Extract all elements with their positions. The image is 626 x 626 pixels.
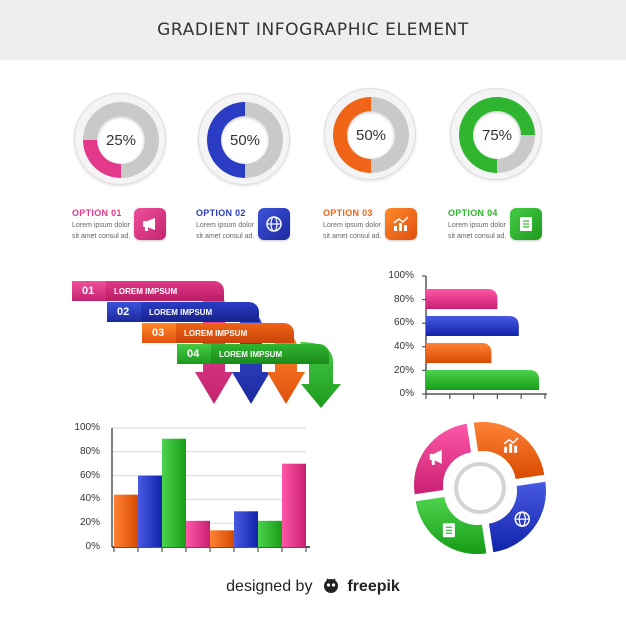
ring-center bbox=[454, 462, 506, 514]
progress-donut-4: 75% bbox=[450, 88, 542, 180]
step-2: 02 LOREM IMPSUM bbox=[107, 302, 259, 322]
donut-percent-label: 75% bbox=[481, 126, 513, 144]
credit-line: designed by freepik bbox=[0, 576, 626, 596]
step-1: 01 LOREM IMPSUM bbox=[72, 281, 224, 301]
vbar-bar bbox=[210, 530, 234, 547]
vbar-bar bbox=[186, 520, 210, 547]
y-tick-label: 100% bbox=[388, 270, 414, 281]
donut-hole bbox=[97, 116, 145, 164]
header-banner: GRADIENT INFOGRAPHIC ELEMENT bbox=[0, 0, 626, 60]
step-label: LOREM IMPSUM bbox=[106, 281, 224, 301]
hbar-bar bbox=[426, 289, 498, 309]
option-description: Lorem ipsum dolor sit amet consul ad. bbox=[72, 222, 131, 240]
document-icon bbox=[510, 208, 542, 240]
option-description: Lorem ipsum dolor sit amet consul ad. bbox=[196, 222, 255, 240]
growth-chart-icon bbox=[385, 208, 417, 240]
hbar-bar bbox=[426, 370, 540, 390]
y-tick-label: 60% bbox=[79, 470, 100, 481]
option-title: OPTION 03 bbox=[323, 208, 373, 218]
y-tick-label: 20% bbox=[79, 517, 100, 528]
globe-icon bbox=[258, 208, 290, 240]
step-3: 03 LOREM IMPSUM bbox=[142, 323, 294, 343]
freepik-logo-icon bbox=[323, 578, 338, 593]
step-label: LOREM IMPSUM bbox=[141, 302, 259, 322]
y-tick-label: 0% bbox=[399, 388, 414, 399]
option-2: OPTION 02 Lorem ipsum dolor sit amet con… bbox=[196, 208, 296, 242]
step-number: 03 bbox=[142, 323, 176, 343]
vbar-bar bbox=[114, 494, 138, 547]
vbar-bar bbox=[162, 438, 186, 547]
credit-brand: freepik bbox=[347, 578, 400, 595]
vbar-bar bbox=[258, 520, 282, 547]
step-number: 02 bbox=[107, 302, 141, 322]
donut-hole bbox=[347, 111, 395, 159]
option-description: Lorem ipsum dolor sit amet consul ad. bbox=[448, 222, 507, 240]
option-title: OPTION 01 bbox=[72, 208, 122, 218]
y-tick-label: 40% bbox=[79, 493, 100, 504]
y-tick-label: 100% bbox=[74, 422, 100, 433]
hbar-bar bbox=[426, 316, 519, 336]
y-tick-label: 80% bbox=[79, 446, 100, 457]
donut-hole bbox=[221, 116, 269, 164]
growth-chart-icon bbox=[503, 437, 519, 453]
option-description: Lorem ipsum dolor sit amet consul ad. bbox=[323, 222, 382, 240]
donut-percent-label: 50% bbox=[229, 131, 261, 149]
ring-segment bbox=[473, 421, 545, 480]
y-tick-label: 80% bbox=[393, 294, 414, 305]
progress-donut-2: 50% bbox=[198, 93, 290, 185]
option-title: OPTION 02 bbox=[196, 208, 246, 218]
page-title: GRADIENT INFOGRAPHIC ELEMENT bbox=[157, 20, 469, 40]
option-1: OPTION 01 Lorem ipsum dolor sit amet con… bbox=[72, 208, 172, 242]
y-tick-label: 60% bbox=[393, 317, 414, 328]
step-number: 01 bbox=[72, 281, 106, 301]
y-tick-label: 20% bbox=[393, 365, 414, 376]
step-number: 04 bbox=[177, 344, 211, 364]
step-4: 04 LOREM IMPSUM bbox=[177, 344, 329, 364]
option-title: OPTION 04 bbox=[448, 208, 498, 218]
option-3: OPTION 03 Lorem ipsum dolor sit amet con… bbox=[323, 208, 423, 242]
hbar-bar bbox=[426, 343, 492, 363]
step-label: LOREM IMPSUM bbox=[211, 344, 329, 364]
donut-percent-label: 50% bbox=[355, 126, 387, 144]
megaphone-icon bbox=[429, 449, 442, 465]
document-icon bbox=[442, 523, 455, 538]
ring-segment bbox=[413, 423, 472, 495]
progress-donut-1: 25% bbox=[74, 93, 166, 185]
vbar-bar bbox=[234, 511, 258, 547]
ring-segment bbox=[488, 481, 547, 553]
megaphone-icon bbox=[134, 208, 166, 240]
y-tick-label: 0% bbox=[85, 541, 100, 552]
progress-donut-3: 50% bbox=[324, 88, 416, 180]
step-label: LOREM IMPSUM bbox=[176, 323, 294, 343]
option-4: OPTION 04 Lorem ipsum dolor sit amet con… bbox=[448, 208, 548, 242]
donut-hole bbox=[473, 111, 521, 159]
vbar-bar bbox=[282, 463, 306, 547]
globe-icon bbox=[514, 511, 531, 527]
vbar-bar bbox=[138, 475, 162, 547]
donut-percent-label: 25% bbox=[105, 131, 137, 149]
credit-prefix: designed by bbox=[226, 578, 313, 595]
y-tick-label: 40% bbox=[393, 341, 414, 352]
